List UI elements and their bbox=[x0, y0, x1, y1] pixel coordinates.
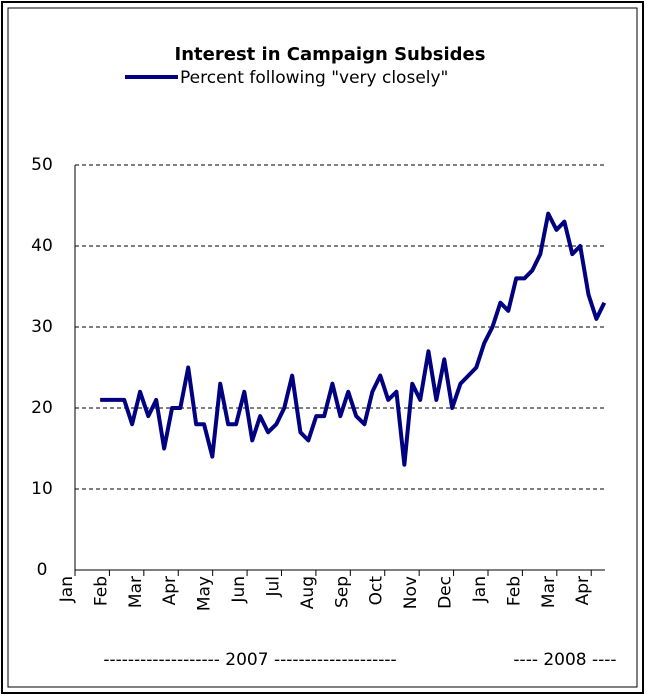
x-tick-label: Feb bbox=[91, 576, 111, 606]
inner-frame bbox=[7, 7, 638, 688]
y-tick-label: 40 bbox=[31, 236, 53, 256]
y-tick-label: 20 bbox=[31, 398, 53, 418]
x-tick-label: Jun bbox=[229, 576, 249, 604]
x-tick-label: May bbox=[195, 576, 215, 611]
x-tick-label: Sep bbox=[332, 576, 352, 608]
x-tick-label: Apr bbox=[573, 576, 593, 605]
x-group-label: ------------------- 2007 ---------------… bbox=[103, 650, 396, 670]
y-tick-label: 30 bbox=[31, 317, 53, 337]
x-tick-label: Jan bbox=[57, 576, 77, 603]
x-tick-label: Oct bbox=[367, 576, 387, 606]
data-line bbox=[100, 211, 607, 467]
y-tick-label: 0 bbox=[37, 560, 48, 580]
x-tick-label: Mar bbox=[539, 576, 559, 608]
chart-title: Interest in Campaign Subsides bbox=[175, 44, 486, 65]
y-tick-label: 10 bbox=[31, 479, 53, 499]
x-group-label: ---- 2008 ---- bbox=[513, 650, 616, 670]
x-tick-label: Jan bbox=[470, 576, 490, 603]
y-tick-label: 50 bbox=[31, 155, 53, 175]
legend-label: Percent following "very closely" bbox=[180, 68, 448, 88]
x-tick-label: Jul bbox=[263, 576, 283, 598]
x-tick-label: Nov bbox=[401, 576, 421, 609]
x-tick-label: Feb bbox=[504, 576, 524, 606]
x-tick-label: Aug bbox=[298, 576, 318, 609]
x-tick-label: Dec bbox=[436, 576, 456, 609]
x-tick-label: Mar bbox=[126, 576, 146, 608]
x-tick-label: Apr bbox=[160, 576, 180, 605]
